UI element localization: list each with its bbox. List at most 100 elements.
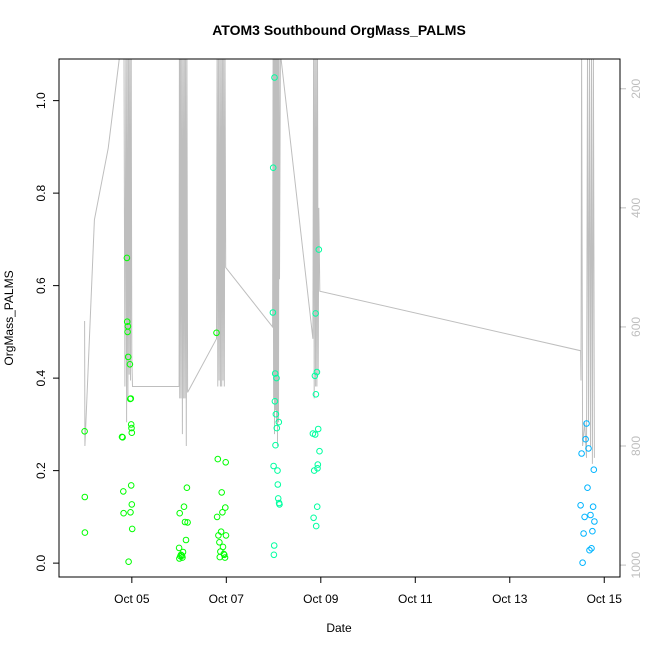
x-tick-label: Oct 09 — [303, 592, 339, 606]
data-point — [216, 539, 223, 546]
data-point — [316, 447, 323, 455]
data-point — [218, 489, 225, 496]
plot-frame — [58, 58, 621, 578]
data-point — [311, 431, 319, 438]
data-point — [216, 553, 224, 561]
data-point — [127, 421, 135, 428]
data-point — [274, 495, 282, 502]
y-tick-label: 0.2 — [34, 462, 48, 479]
data-point — [585, 445, 592, 452]
data-point — [269, 309, 277, 316]
y-tick-label: 0.4 — [34, 369, 48, 386]
data-point — [272, 441, 279, 449]
data-point — [578, 450, 585, 457]
data-point — [315, 246, 323, 253]
right-series-line — [84, 59, 595, 464]
data-point — [213, 513, 221, 521]
x-tick-label: Oct 13 — [492, 592, 528, 606]
data-point — [274, 467, 281, 474]
chart-title: ATOM3 Southbound OrgMass_PALMS — [212, 22, 466, 38]
data-point — [272, 410, 280, 418]
data-point — [269, 164, 277, 171]
data-point — [128, 525, 136, 533]
data-point — [591, 518, 598, 525]
data-point — [579, 559, 586, 567]
data-point — [179, 554, 186, 561]
y-tick-label: 0.6 — [34, 277, 48, 294]
data-point — [588, 545, 595, 552]
y-tick-label: 0.0 — [34, 554, 48, 571]
x-axis-label: Date — [326, 621, 352, 635]
data-point — [213, 329, 220, 337]
data-point — [123, 318, 131, 326]
data-point — [590, 466, 598, 474]
right-tick-label: 800 — [629, 436, 643, 456]
data-point — [81, 428, 88, 435]
y-tick-label: 1.0 — [34, 92, 48, 109]
right-tick-label: 600 — [629, 317, 643, 337]
data-point — [270, 462, 277, 470]
points-layer — [81, 74, 598, 567]
data-point — [312, 310, 319, 317]
data-point — [222, 504, 229, 511]
data-point — [314, 461, 322, 468]
right-tick-label: 1000 — [629, 551, 643, 578]
data-point — [128, 424, 135, 432]
data-point — [124, 323, 132, 330]
data-point — [128, 501, 136, 508]
x-tick-label: Oct 07 — [209, 592, 245, 606]
data-point — [311, 372, 319, 380]
data-point — [270, 542, 278, 549]
data-point — [276, 501, 283, 508]
data-point — [314, 465, 321, 472]
data-point — [589, 527, 596, 535]
data-point — [119, 434, 126, 441]
data-point — [577, 502, 584, 509]
data-point — [126, 361, 134, 368]
data-point — [271, 370, 279, 377]
data-point — [181, 518, 189, 526]
y-axis: 0.0 0.2 0.4 0.6 0.8 1.0 — [34, 92, 59, 571]
data-point — [582, 435, 589, 443]
right-series — [84, 59, 595, 464]
data-point — [183, 484, 191, 492]
data-point — [217, 528, 225, 536]
data-point — [180, 503, 188, 511]
y-axis-label: OrgMass_PALMS — [2, 270, 16, 365]
x-tick-label: Oct 15 — [587, 592, 623, 606]
data-point — [127, 395, 135, 402]
data-point — [124, 353, 132, 361]
data-point — [313, 368, 321, 376]
data-point — [583, 420, 590, 427]
data-point — [127, 509, 134, 516]
data-point — [587, 511, 594, 519]
right-tick-label: 200 — [629, 78, 643, 98]
data-point — [581, 513, 588, 521]
data-point — [310, 514, 317, 522]
data-point — [81, 493, 89, 501]
data-point — [182, 536, 190, 544]
data-point — [184, 519, 191, 526]
x-axis: Oct 05 Oct 07 Oct 09 Oct 11 Oct 13 Oct 15 — [114, 577, 622, 606]
data-point — [580, 530, 587, 537]
data-point — [273, 374, 280, 382]
y-axis-right: 200 400 600 800 1000 — [620, 78, 643, 578]
x-tick-label: Oct 11 — [398, 592, 433, 606]
data-point — [120, 488, 127, 495]
data-point — [219, 509, 226, 516]
data-point — [175, 544, 183, 552]
data-point — [313, 503, 321, 511]
data-point — [128, 429, 136, 437]
data-point — [312, 391, 320, 398]
data-point — [271, 74, 278, 81]
data-point — [222, 459, 229, 466]
data-point — [123, 254, 131, 262]
data-point — [214, 455, 222, 463]
data-point — [222, 532, 230, 539]
data-point — [586, 546, 593, 554]
x-tick-label: Oct 05 — [114, 592, 150, 606]
data-point — [120, 509, 127, 517]
data-point — [312, 522, 320, 530]
data-point — [274, 481, 282, 488]
data-point — [314, 425, 322, 433]
